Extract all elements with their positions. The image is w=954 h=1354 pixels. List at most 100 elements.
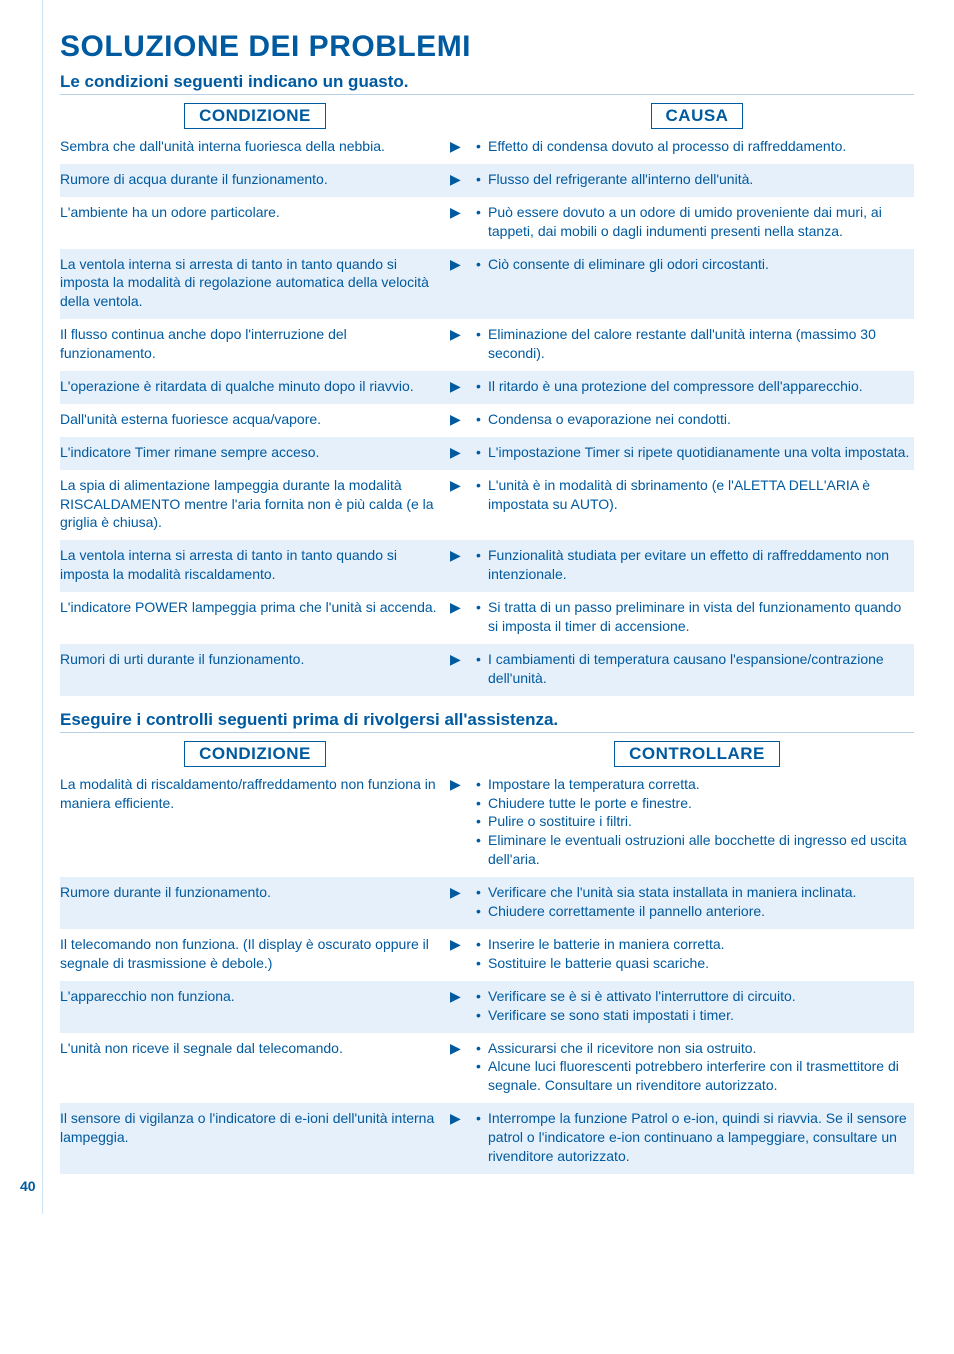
arrow-icon: ▶	[450, 476, 476, 494]
table-row: La ventola interna si arresta di tanto i…	[60, 540, 914, 592]
cause-cell: •Si tratta di un passo preliminare in vi…	[476, 598, 914, 636]
bullet-icon: •	[476, 203, 488, 222]
condition-cell: La ventola interna si arresta di tanto i…	[60, 546, 450, 584]
table-row: L'operazione è ritardata di qualche minu…	[60, 371, 914, 404]
bullet-icon: •	[476, 954, 488, 973]
table-row: L'unità non riceve il segnale dal teleco…	[60, 1033, 914, 1104]
cause-cell: •Verificare se è si è attivato l'interru…	[476, 987, 914, 1025]
cause-cell: •L'unità è in modalità di sbrinamento (e…	[476, 476, 914, 514]
table-row: Sembra che dall'unità interna fuoriesca …	[60, 131, 914, 164]
cause-text: Eliminazione del calore restante dall'un…	[488, 325, 914, 363]
condition-cell: Rumore di acqua durante il funzionamento…	[60, 170, 450, 189]
cause-text: L'unità è in modalità di sbrinamento (e …	[488, 476, 914, 514]
bullet-icon: •	[476, 650, 488, 669]
cause-text: Si tratta di un passo preliminare in vis…	[488, 598, 914, 636]
cause-text: Ciò consente di eliminare gli odori circ…	[488, 255, 914, 274]
condition-cell: Rumori di urti durante il funzionamento.	[60, 650, 450, 669]
table-row: Dall'unità esterna fuoriesce acqua/vapor…	[60, 404, 914, 437]
arrow-icon: ▶	[450, 598, 476, 616]
section1-table: Sembra che dall'unità interna fuoriesca …	[60, 131, 914, 696]
cause-text: Verificare se è si è attivato l'interrut…	[488, 987, 914, 1006]
cause-text: Verificare se sono stati impostati i tim…	[488, 1006, 914, 1025]
cause-text: Chiudere correttamente il pannello anter…	[488, 902, 914, 921]
cause-cell: •Flusso del refrigerante all'interno del…	[476, 170, 914, 189]
condition-cell: L'operazione è ritardata di qualche minu…	[60, 377, 450, 396]
cause-text: Verificare che l'unità sia stata install…	[488, 883, 914, 902]
bullet-icon: •	[476, 883, 488, 902]
table-row: Rumore di acqua durante il funzionamento…	[60, 164, 914, 197]
cause-cell: •Inserire le batterie in maniera corrett…	[476, 935, 914, 973]
arrow-icon: ▶	[450, 410, 476, 428]
arrow-icon: ▶	[450, 377, 476, 395]
bullet-icon: •	[476, 1057, 488, 1076]
section2-heading: Eseguire i controlli seguenti prima di r…	[60, 710, 914, 733]
bullet-icon: •	[476, 812, 488, 831]
bullet-icon: •	[476, 443, 488, 462]
section1-column-headers: CONDIZIONE CAUSA	[60, 103, 914, 129]
cause-cell: •Interrompe la funzione Patrol o e-ion, …	[476, 1109, 914, 1166]
bullet-icon: •	[476, 831, 488, 850]
arrow-icon: ▶	[450, 650, 476, 668]
arrow-icon: ▶	[450, 1109, 476, 1127]
bullet-icon: •	[476, 794, 488, 813]
cause-text: Assicurarsi che il ricevitore non sia os…	[488, 1039, 914, 1058]
cause-cell: •Ciò consente di eliminare gli odori cir…	[476, 255, 914, 274]
arrow-icon: ▶	[450, 170, 476, 188]
bullet-icon: •	[476, 987, 488, 1006]
section2-left-header: CONDIZIONE	[184, 741, 326, 767]
section1-heading: Le condizioni seguenti indicano un guast…	[60, 72, 914, 95]
arrow-icon: ▶	[450, 325, 476, 343]
bullet-icon: •	[476, 1109, 488, 1128]
table-row: La ventola interna si arresta di tanto i…	[60, 249, 914, 320]
condition-cell: L'apparecchio non funziona.	[60, 987, 450, 1006]
arrow-icon: ▶	[450, 137, 476, 155]
arrow-icon: ▶	[450, 775, 476, 793]
cause-text: I cambiamenti di temperatura causano l'e…	[488, 650, 914, 688]
cause-cell: •I cambiamenti di temperatura causano l'…	[476, 650, 914, 688]
page-number: 40	[20, 1178, 36, 1194]
table-row: La spia di alimentazione lampeggia duran…	[60, 470, 914, 541]
cause-cell: •Impostare la temperatura corretta.•Chiu…	[476, 775, 914, 869]
cause-text: Pulire o sostituire i filtri.	[488, 812, 914, 831]
cause-cell: •Il ritardo è una protezione del compres…	[476, 377, 914, 396]
cause-text: Impostare la temperatura corretta.	[488, 775, 914, 794]
cause-text: Eliminare le eventuali ostruzioni alle b…	[488, 831, 914, 869]
cause-text: Può essere dovuto a un odore di umido pr…	[488, 203, 914, 241]
cause-cell: •Condensa o evaporazione nei condotti.	[476, 410, 914, 429]
table-row: Il sensore di vigilanza o l'indicatore d…	[60, 1103, 914, 1174]
arrow-icon: ▶	[450, 1039, 476, 1057]
condition-cell: Il flusso continua anche dopo l'interruz…	[60, 325, 450, 363]
bullet-icon: •	[476, 476, 488, 495]
bullet-icon: •	[476, 1039, 488, 1058]
cause-cell: •Può essere dovuto a un odore di umido p…	[476, 203, 914, 241]
condition-cell: L'unità non riceve il segnale dal teleco…	[60, 1039, 450, 1058]
arrow-icon: ▶	[450, 935, 476, 953]
cause-text: Sostituire le batterie quasi scariche.	[488, 954, 914, 973]
cause-text: Interrompe la funzione Patrol o e-ion, q…	[488, 1109, 914, 1166]
cause-text: Funzionalità studiata per evitare un eff…	[488, 546, 914, 584]
arrow-icon: ▶	[450, 546, 476, 564]
cause-cell: •Verificare che l'unità sia stata instal…	[476, 883, 914, 921]
cause-cell: •Assicurarsi che il ricevitore non sia o…	[476, 1039, 914, 1096]
section1-right-header: CAUSA	[651, 103, 744, 129]
condition-cell: La ventola interna si arresta di tanto i…	[60, 255, 450, 312]
cause-text: Effetto di condensa dovuto al processo d…	[488, 137, 914, 156]
cause-text: Flusso del refrigerante all'interno dell…	[488, 170, 914, 189]
page-title: SOLUZIONE DEI PROBLEMI	[60, 30, 914, 64]
condition-cell: La modalità di riscaldamento/raffreddame…	[60, 775, 450, 813]
bullet-icon: •	[476, 775, 488, 794]
arrow-icon: ▶	[450, 443, 476, 461]
condition-cell: Il telecomando non funziona. (Il display…	[60, 935, 450, 973]
bullet-icon: •	[476, 255, 488, 274]
bullet-icon: •	[476, 170, 488, 189]
table-row: Il flusso continua anche dopo l'interruz…	[60, 319, 914, 371]
condition-cell: La spia di alimentazione lampeggia duran…	[60, 476, 450, 533]
cause-cell: •Eliminazione del calore restante dall'u…	[476, 325, 914, 363]
condition-cell: Il sensore di vigilanza o l'indicatore d…	[60, 1109, 450, 1147]
condition-cell: Dall'unità esterna fuoriesce acqua/vapor…	[60, 410, 450, 429]
arrow-icon: ▶	[450, 255, 476, 273]
cause-cell: •L'impostazione Timer si ripete quotidia…	[476, 443, 914, 462]
table-row: L'indicatore Timer rimane sempre acceso.…	[60, 437, 914, 470]
arrow-icon: ▶	[450, 203, 476, 221]
arrow-icon: ▶	[450, 883, 476, 901]
